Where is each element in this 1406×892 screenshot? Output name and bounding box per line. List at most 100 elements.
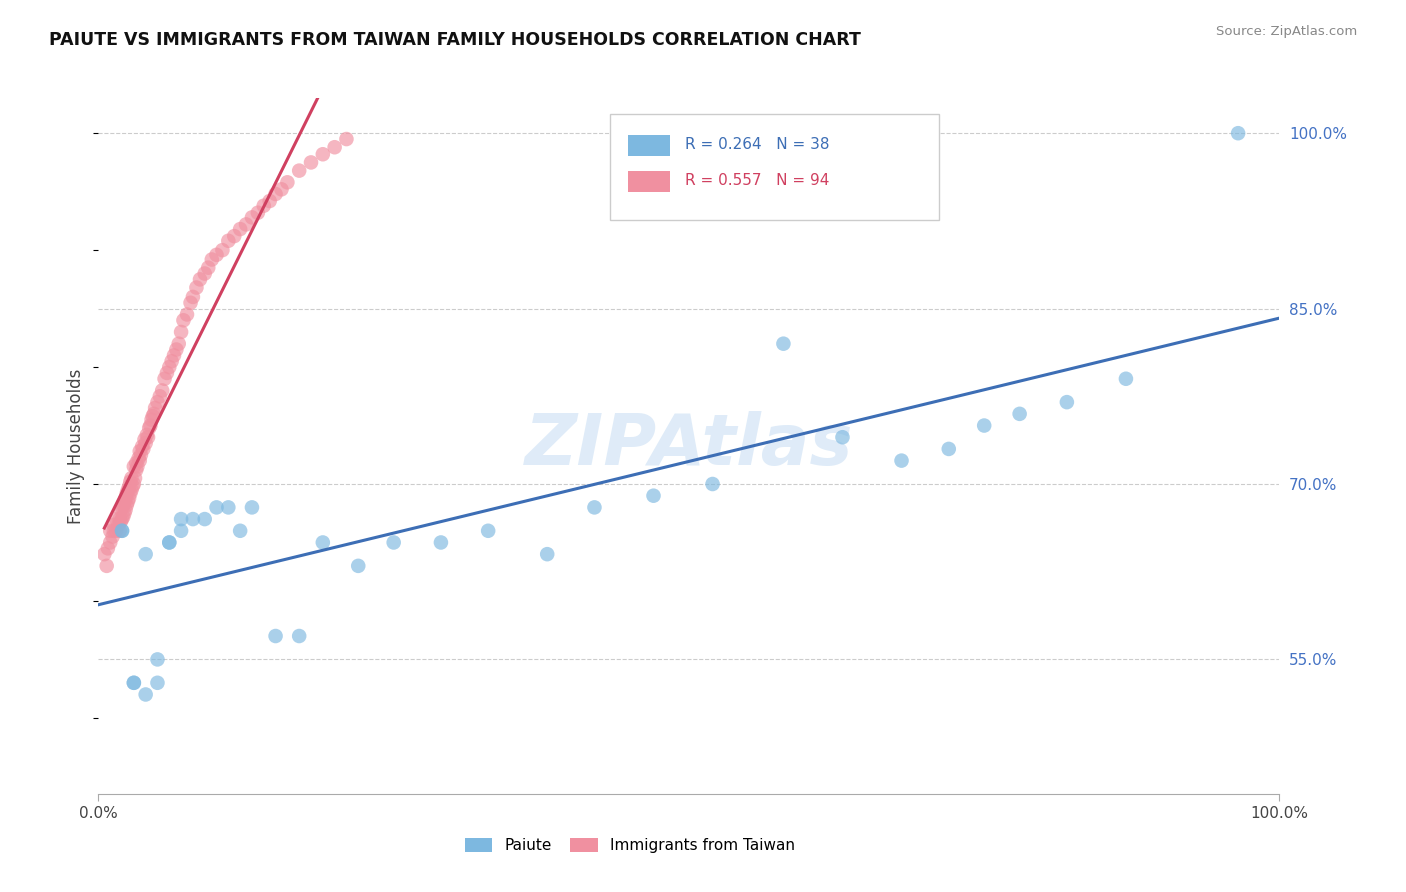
Point [98,524,121,538]
Point [125,463,148,477]
Point [264,629,287,643]
Point [312,147,335,161]
Point [150,384,173,398]
Point [117,483,139,497]
Point [114,491,136,505]
Point [97,541,120,556]
Point [477,524,499,538]
Point [157,360,180,375]
Point [98,535,121,549]
Point [111,512,134,526]
Point [135,428,157,442]
Point [139,418,162,433]
Point [103,517,125,532]
Point [112,494,135,508]
Point [115,498,138,512]
Point [172,313,194,327]
Point [235,218,257,232]
Point [135,688,157,702]
Point [772,336,794,351]
Point [112,498,135,512]
Point [536,547,558,561]
Point [1008,407,1031,421]
Point [134,433,156,447]
Point [194,267,217,281]
Point [103,524,125,538]
Point [156,366,179,380]
Point [246,205,269,219]
Text: ZIPAtlas: ZIPAtlas [524,411,853,481]
Point [643,489,665,503]
Point [312,535,335,549]
Point [121,479,143,493]
Point [115,486,138,500]
Point [136,430,159,444]
Point [96,558,118,573]
Point [194,512,217,526]
Point [122,675,145,690]
Point [112,506,135,520]
Point [105,524,128,538]
Point [323,140,346,154]
Point [146,652,169,666]
Text: R = 0.264   N = 38: R = 0.264 N = 38 [685,137,830,153]
Point [105,512,128,526]
Point [270,182,292,196]
Point [122,459,145,474]
Point [122,675,145,690]
Point [1056,395,1078,409]
Point [121,483,143,497]
Point [170,524,193,538]
Point [181,512,204,526]
Point [163,348,186,362]
Point [128,444,150,458]
Point [1115,372,1137,386]
Point [121,471,143,485]
Point [111,500,134,515]
Point [1227,126,1250,140]
Point [110,515,132,529]
Point [224,229,246,244]
Point [180,295,202,310]
Point [128,453,150,467]
Point [165,343,187,357]
Point [153,372,176,386]
Point [259,194,281,208]
Point [973,418,995,433]
Point [240,211,263,225]
Point [288,163,311,178]
Point [890,453,912,467]
Point [264,186,287,201]
Point [127,459,149,474]
Point [176,308,198,322]
Point [118,491,141,505]
Point [188,272,211,286]
Point [131,440,153,454]
Point [117,494,139,508]
Point [253,199,276,213]
Point [146,675,169,690]
Point [205,248,228,262]
Point [430,535,453,549]
FancyBboxPatch shape [610,114,939,220]
Point [118,479,141,493]
Point [111,524,134,538]
Point [583,500,606,515]
Point [938,442,960,456]
Point [347,558,370,573]
Bar [627,171,671,192]
Point [201,252,224,267]
Point [143,401,166,415]
Point [217,234,239,248]
Point [120,486,142,500]
Point [288,629,311,643]
Legend: Paiute, Immigrants from Taiwan: Paiute, Immigrants from Taiwan [458,832,801,859]
Y-axis label: Family Households: Family Households [67,368,86,524]
Point [93,547,115,561]
Point [157,535,180,549]
Point [142,407,165,421]
Point [141,413,163,427]
Text: PAIUTE VS IMMIGRANTS FROM TAIWAN FAMILY HOUSEHOLDS CORRELATION CHART: PAIUTE VS IMMIGRANTS FROM TAIWAN FAMILY … [49,31,860,49]
Point [276,175,298,189]
Point [128,451,150,466]
